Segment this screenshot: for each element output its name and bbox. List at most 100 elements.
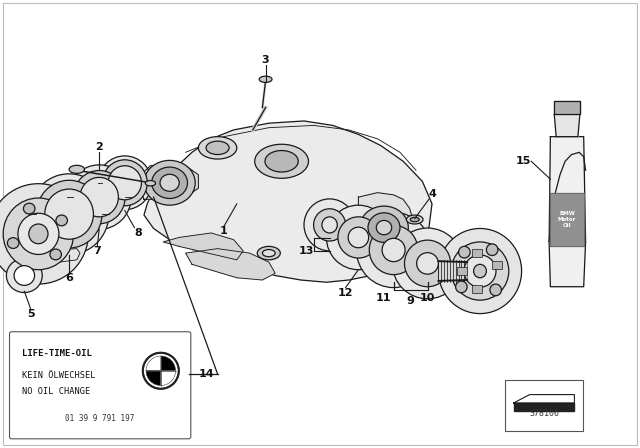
Ellipse shape bbox=[314, 209, 346, 241]
Ellipse shape bbox=[376, 220, 392, 235]
Text: 01 39 9 791 197: 01 39 9 791 197 bbox=[65, 414, 135, 423]
Ellipse shape bbox=[338, 217, 379, 258]
Ellipse shape bbox=[56, 215, 67, 226]
Ellipse shape bbox=[3, 198, 74, 270]
Polygon shape bbox=[186, 249, 275, 280]
Bar bbox=[492, 261, 502, 269]
Ellipse shape bbox=[45, 189, 93, 239]
Ellipse shape bbox=[14, 266, 35, 285]
Ellipse shape bbox=[36, 180, 102, 248]
Polygon shape bbox=[514, 403, 575, 411]
Text: 5: 5 bbox=[27, 309, 35, 319]
Ellipse shape bbox=[438, 228, 522, 314]
Ellipse shape bbox=[18, 213, 59, 254]
Circle shape bbox=[143, 353, 179, 389]
Ellipse shape bbox=[145, 181, 156, 186]
Ellipse shape bbox=[160, 174, 179, 191]
Ellipse shape bbox=[198, 137, 237, 159]
Ellipse shape bbox=[152, 167, 188, 198]
Polygon shape bbox=[550, 193, 584, 246]
FancyBboxPatch shape bbox=[10, 332, 191, 439]
Text: 15: 15 bbox=[516, 156, 531, 166]
Ellipse shape bbox=[369, 225, 418, 275]
Ellipse shape bbox=[326, 205, 390, 270]
Text: 10: 10 bbox=[420, 293, 435, 303]
Text: BMW
Motor
Oil: BMW Motor Oil bbox=[558, 211, 576, 228]
Polygon shape bbox=[549, 137, 586, 287]
Text: 14: 14 bbox=[198, 369, 214, 379]
Polygon shape bbox=[35, 249, 80, 265]
Ellipse shape bbox=[24, 203, 35, 214]
Text: 2: 2 bbox=[95, 142, 103, 152]
Ellipse shape bbox=[392, 228, 463, 299]
Ellipse shape bbox=[265, 151, 298, 172]
Polygon shape bbox=[141, 164, 198, 199]
Ellipse shape bbox=[360, 206, 408, 249]
Ellipse shape bbox=[348, 227, 369, 248]
Text: 1: 1 bbox=[220, 226, 228, 236]
Ellipse shape bbox=[257, 246, 280, 260]
Polygon shape bbox=[514, 395, 575, 403]
Ellipse shape bbox=[102, 160, 147, 206]
Polygon shape bbox=[438, 261, 467, 281]
Ellipse shape bbox=[80, 177, 118, 217]
Ellipse shape bbox=[144, 160, 195, 205]
Bar bbox=[472, 250, 482, 258]
Ellipse shape bbox=[451, 242, 509, 300]
Text: 13: 13 bbox=[298, 246, 314, 256]
Wedge shape bbox=[161, 356, 175, 371]
Polygon shape bbox=[358, 193, 416, 258]
Text: 378106: 378106 bbox=[529, 409, 559, 418]
Wedge shape bbox=[146, 356, 161, 371]
Ellipse shape bbox=[29, 224, 48, 244]
Ellipse shape bbox=[456, 281, 467, 293]
Ellipse shape bbox=[406, 215, 423, 224]
Ellipse shape bbox=[322, 217, 337, 233]
Ellipse shape bbox=[459, 246, 470, 258]
Ellipse shape bbox=[410, 217, 419, 222]
Wedge shape bbox=[146, 371, 161, 386]
Text: KEIN ÖLWECHSEL: KEIN ÖLWECHSEL bbox=[22, 371, 95, 380]
Ellipse shape bbox=[486, 244, 498, 255]
Ellipse shape bbox=[304, 199, 355, 251]
FancyBboxPatch shape bbox=[504, 380, 584, 431]
Ellipse shape bbox=[464, 255, 496, 287]
Wedge shape bbox=[161, 371, 175, 386]
Polygon shape bbox=[144, 121, 432, 282]
Ellipse shape bbox=[69, 165, 84, 173]
Ellipse shape bbox=[8, 238, 19, 249]
Text: 9: 9 bbox=[406, 296, 414, 306]
Ellipse shape bbox=[0, 184, 88, 284]
Ellipse shape bbox=[368, 213, 400, 242]
Text: NO OIL CHANGE: NO OIL CHANGE bbox=[22, 387, 90, 396]
Ellipse shape bbox=[474, 264, 486, 278]
Text: 3: 3 bbox=[262, 55, 269, 65]
Text: LIFE-TIME-OIL: LIFE-TIME-OIL bbox=[22, 349, 92, 358]
Text: 12: 12 bbox=[338, 288, 353, 297]
Ellipse shape bbox=[356, 212, 431, 288]
Text: 6: 6 bbox=[65, 273, 73, 283]
Ellipse shape bbox=[108, 166, 141, 200]
Polygon shape bbox=[35, 194, 80, 219]
Ellipse shape bbox=[259, 76, 272, 82]
Text: 4: 4 bbox=[429, 190, 436, 199]
Polygon shape bbox=[554, 114, 580, 137]
Polygon shape bbox=[554, 101, 580, 114]
Ellipse shape bbox=[73, 171, 125, 224]
Ellipse shape bbox=[206, 141, 229, 155]
Ellipse shape bbox=[417, 253, 438, 274]
Ellipse shape bbox=[29, 174, 109, 254]
Ellipse shape bbox=[382, 238, 405, 262]
Ellipse shape bbox=[98, 156, 152, 210]
Ellipse shape bbox=[262, 250, 275, 257]
Bar bbox=[457, 267, 467, 275]
Ellipse shape bbox=[255, 144, 308, 178]
Text: 7: 7 bbox=[93, 246, 101, 256]
Ellipse shape bbox=[67, 165, 131, 229]
Ellipse shape bbox=[490, 284, 501, 296]
Ellipse shape bbox=[50, 249, 61, 260]
Text: 8: 8 bbox=[134, 228, 142, 237]
Ellipse shape bbox=[404, 240, 451, 287]
Bar bbox=[472, 284, 482, 293]
Ellipse shape bbox=[6, 258, 42, 293]
